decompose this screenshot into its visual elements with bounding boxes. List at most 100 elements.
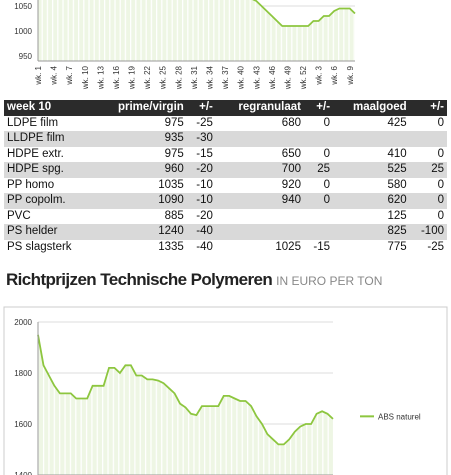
- table-cell: 0: [323, 178, 331, 191]
- table-cell: 775: [387, 240, 407, 253]
- table-cell: 700: [215, 162, 304, 178]
- price-table: week 10 prime/virgin +/- regranulaat +/- maal…: [4, 100, 447, 255]
- table-cell: -10: [186, 193, 216, 209]
- table-cell: 425: [387, 116, 407, 129]
- x-tick-label: wk. 52: [299, 65, 308, 90]
- top-chart: 950 1000 1050 wk. 1 wk. 4 wk. 7 wk. 10 wk. 13 wk…: [14, 0, 356, 90]
- table-cell: PVC: [7, 209, 31, 222]
- area-fill: [38, 0, 355, 61]
- table-cell: -20: [186, 162, 216, 178]
- heading-title: Richtprijzen Technische Polymeren: [6, 270, 273, 289]
- table-cell: 0: [303, 193, 334, 209]
- table-row: PP homo 1035 -10 920 0 580 0: [4, 178, 447, 194]
- table-cell: PP homo: [7, 178, 55, 191]
- table-cell: -100: [409, 224, 447, 240]
- x-tick-label: wk. 40: [237, 65, 246, 90]
- table-cell: 1025: [275, 240, 301, 253]
- table-cell: 1090: [94, 193, 187, 209]
- x-tick-label: wk. 49: [283, 65, 292, 90]
- x-tick-label: wk. 28: [174, 65, 183, 90]
- x-tick-label: wk. 9: [346, 65, 355, 85]
- table-cell: -25: [196, 116, 213, 129]
- table-cell: -15: [196, 147, 213, 160]
- table-cell: 525: [333, 162, 410, 178]
- table-cell: LDPE film: [7, 116, 59, 129]
- table-cell: HDPE spg.: [4, 162, 95, 178]
- x-tick-label: wk. 43: [252, 65, 261, 90]
- table-cell: 0: [437, 116, 444, 129]
- x-tick-label: wk. 19: [128, 65, 137, 90]
- table-cell: 975: [164, 116, 184, 129]
- table-cell: HDPE extr.: [7, 147, 64, 160]
- table-cell: 920: [281, 178, 301, 191]
- table-cell: regranulaat: [215, 100, 304, 116]
- x-tick-label: wk. 6: [330, 65, 339, 85]
- table-cell: 940: [215, 193, 304, 209]
- table-cell: -40: [186, 224, 216, 240]
- table-cell: -40: [196, 240, 213, 253]
- y-tick-label: 950: [19, 52, 33, 61]
- table-cell: PP copolm.: [4, 193, 95, 209]
- table-cell: 580: [387, 178, 407, 191]
- table-row: PVC 885 -20 125 0: [4, 209, 447, 225]
- table-cell: -15: [313, 240, 331, 253]
- x-tick-label: wk. 16: [112, 65, 121, 90]
- table-cell: +/-: [303, 100, 334, 116]
- table-cell: prime/virgin: [94, 100, 187, 116]
- y-tick-label: 1400: [14, 471, 32, 475]
- table-cell: 410: [387, 147, 407, 160]
- table-row: LLDPE film 935 -30: [4, 131, 447, 147]
- table-cell: maalgoed: [333, 100, 410, 116]
- table-cell: [215, 131, 304, 147]
- y-tick-label: 1000: [14, 27, 32, 36]
- x-tick-label: wk. 1: [34, 65, 43, 85]
- table-cell: [304, 209, 333, 225]
- table-cell: [303, 224, 334, 240]
- table-row: PS helder 1240 -40 825 -100: [4, 224, 447, 240]
- x-tick-label: wk. 7: [65, 65, 74, 85]
- table-cell: PS helder: [4, 224, 95, 240]
- table-cell: +/-: [186, 100, 216, 116]
- x-tick-label: wk. 22: [143, 65, 152, 90]
- table-cell: 25: [303, 162, 334, 178]
- table-cell: 650: [281, 147, 301, 160]
- table-row: HDPE extr. 975 -15 650 0 410 0: [4, 147, 447, 163]
- y-tick-label: 1800: [14, 369, 32, 378]
- y-tick-label: 1050: [14, 2, 32, 11]
- table-cell: -30: [186, 131, 216, 147]
- table-cell: 0: [437, 178, 444, 191]
- legend-label: ABS naturel: [378, 412, 421, 421]
- table-cell: 0: [409, 193, 447, 209]
- heading-subtitle: IN EURO PER TON: [276, 274, 383, 288]
- table-cell: 25: [409, 162, 447, 178]
- table-cell: week 10: [4, 100, 95, 116]
- table-cell: [215, 224, 304, 240]
- x-tick-label: wk. 13: [96, 65, 105, 90]
- table-cell: 0: [437, 147, 444, 160]
- table-cell: 975: [164, 147, 184, 160]
- bottom-chart: 1400 1600 1800 2000 ABS naturel: [3, 306, 448, 475]
- table-cell: [409, 131, 447, 147]
- table-cell: 935: [94, 131, 187, 147]
- area-fill: [38, 334, 333, 475]
- table-cell: 825: [333, 224, 410, 240]
- x-tick-label: wk. 46: [268, 65, 277, 90]
- x-tick-label: wk. 25: [159, 65, 168, 90]
- x-tick-label: wk. 31: [190, 65, 199, 90]
- table-cell: 0: [323, 147, 331, 160]
- table-cell: -20: [196, 209, 213, 222]
- table-row: LDPE film 975 -25 680 0 425 0: [4, 116, 447, 132]
- table-row: PS slagsterk 1335 -40 1025 -15 775 -25: [4, 240, 447, 256]
- table-cell: 1335: [158, 240, 184, 253]
- table-cell: 885: [164, 209, 184, 222]
- table-cell: 960: [94, 162, 187, 178]
- table-cell: -25: [427, 240, 444, 253]
- heading: Richtprijzen Technische Polymeren IN EURO…: [6, 270, 382, 290]
- table-cell: 1035: [158, 178, 184, 191]
- table-cell: [216, 209, 304, 225]
- y-tick-label: 1600: [14, 420, 32, 429]
- table-cell: +/-: [409, 100, 447, 116]
- x-tick-label: wk. 4: [50, 65, 59, 85]
- table-cell: [303, 131, 334, 147]
